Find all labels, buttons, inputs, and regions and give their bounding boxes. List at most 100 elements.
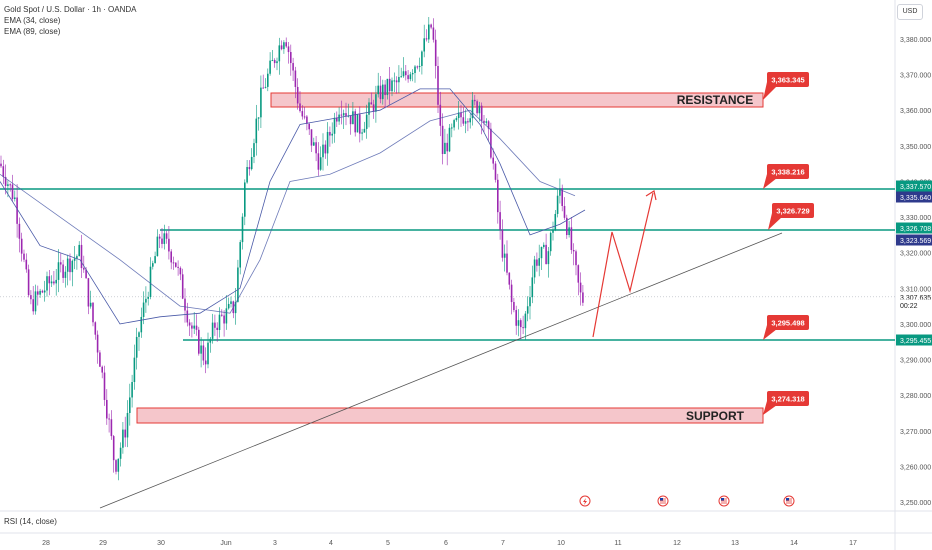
- candle-body: [80, 244, 83, 269]
- candle-body: [398, 76, 400, 83]
- price-tag: [896, 299, 932, 311]
- currency-button[interactable]: USD: [897, 4, 923, 20]
- candle-body: [391, 80, 393, 92]
- candle-body: [108, 418, 110, 420]
- candle-body: [379, 85, 382, 100]
- price-tick-label: 3,300.000: [900, 322, 931, 329]
- candle-body: [464, 121, 467, 124]
- candle-body: [216, 327, 218, 331]
- candle-body: [32, 299, 34, 312]
- candle-body: [73, 258, 76, 261]
- candle-body: [294, 70, 297, 87]
- time-axis-label: 3: [273, 540, 277, 547]
- candle-body: [483, 120, 485, 123]
- candle-body: [156, 236, 159, 257]
- candle-body: [474, 99, 476, 102]
- ema34-label[interactable]: EMA (34, close): [4, 16, 61, 25]
- rsi-label[interactable]: RSI (14, close): [4, 517, 57, 526]
- candle-body: [308, 123, 310, 130]
- price-tag: [896, 291, 932, 303]
- candle-body: [39, 290, 41, 295]
- candle-body: [186, 310, 189, 323]
- candle-body: [582, 292, 584, 303]
- candle-body: [188, 322, 191, 326]
- candle-body: [457, 112, 460, 119]
- projection-path: [592, 192, 654, 338]
- candle-body: [543, 244, 545, 248]
- candle-body: [554, 213, 557, 231]
- candle-body: [267, 73, 269, 87]
- candle-body: [407, 75, 409, 80]
- callout-box: [767, 391, 809, 406]
- time-axis-label: Jun: [220, 540, 231, 547]
- candle-body: [181, 274, 184, 299]
- candle-body: [411, 73, 414, 75]
- candle-body: [161, 238, 163, 244]
- callout-box: [767, 164, 809, 179]
- candle-body: [460, 112, 462, 118]
- candle-body: [386, 78, 389, 96]
- candle-body: [405, 71, 407, 76]
- candle-body: [276, 61, 278, 64]
- candle-body: [255, 118, 258, 144]
- candle-body: [71, 260, 74, 273]
- candle-body: [285, 42, 287, 47]
- candle-body: [133, 357, 136, 382]
- candle-body: [20, 238, 23, 254]
- candle-body: [497, 179, 499, 213]
- price-tag: [896, 180, 932, 192]
- candle-body: [365, 114, 368, 129]
- candle-body: [269, 60, 271, 74]
- candle-body: [142, 302, 145, 317]
- candle-body: [577, 265, 580, 283]
- candle-body: [441, 125, 444, 154]
- candle-body: [471, 99, 474, 119]
- candle-body: [195, 325, 198, 330]
- price-tick-label: 3,250.000: [900, 500, 931, 507]
- candle-body: [333, 117, 336, 134]
- candle-body: [572, 250, 575, 252]
- price-tick-label: 3,290.000: [900, 358, 931, 365]
- symbol-title[interactable]: Gold Spot / U.S. Dollar · 1h · OANDA: [4, 5, 137, 14]
- candle-body: [349, 115, 352, 125]
- time-axis-label: 10: [557, 540, 565, 547]
- candle-body: [2, 166, 5, 177]
- candle-body: [244, 182, 246, 217]
- candle-body: [46, 276, 48, 291]
- flag-canton: [660, 498, 663, 501]
- price-tick-label: 3,270.000: [900, 429, 931, 436]
- candle-body: [439, 104, 442, 126]
- candle-body: [352, 111, 354, 125]
- time-axis-label: 11: [614, 540, 621, 547]
- candle-body: [372, 104, 375, 112]
- candle-body: [416, 66, 419, 68]
- candle-body: [138, 332, 140, 337]
- candle-body: [517, 320, 520, 326]
- candle-body: [23, 253, 25, 260]
- candle-body: [476, 101, 478, 114]
- candle-body: [361, 132, 363, 134]
- candle-body: [287, 46, 290, 53]
- candle-body: [145, 298, 147, 303]
- price-tick-label: 3,380.000: [900, 37, 931, 44]
- support-label: SUPPORT: [686, 409, 745, 423]
- candle-body: [94, 322, 97, 335]
- candle-body: [326, 131, 329, 154]
- candle-body: [310, 129, 313, 146]
- candle-body: [506, 253, 508, 273]
- candle-body: [437, 66, 439, 105]
- candle-body: [76, 256, 78, 259]
- candle-body: [490, 128, 492, 158]
- candle-body: [34, 291, 37, 312]
- time-axis-label: 17: [849, 540, 857, 547]
- candle-body: [237, 267, 239, 302]
- ema89-label[interactable]: EMA (89, close): [4, 27, 61, 36]
- lightning-icon: [579, 495, 591, 507]
- candle-body: [402, 71, 405, 77]
- candle-body: [306, 116, 308, 124]
- candle-body: [154, 256, 156, 264]
- candle-body: [462, 117, 465, 124]
- candle-body: [329, 131, 331, 136]
- candle-body: [384, 84, 386, 96]
